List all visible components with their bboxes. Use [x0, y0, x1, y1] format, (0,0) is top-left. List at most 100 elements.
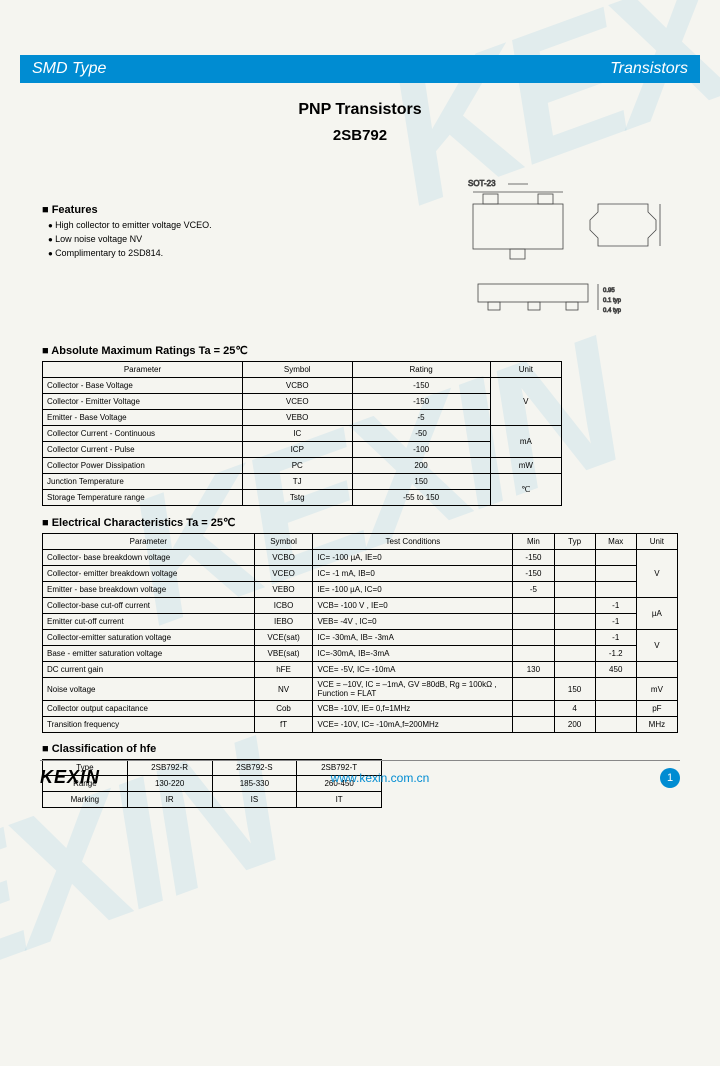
- svg-text:0.4 typ: 0.4 typ: [603, 308, 622, 314]
- table-cell: VCBO: [254, 550, 313, 566]
- table-cell: 130: [513, 662, 554, 678]
- svg-text:0.95: 0.95: [603, 288, 615, 294]
- table-row: DC current gainhFEVCE= -5V, IC= -10mA130…: [43, 662, 678, 678]
- feature-item: High collector to emitter voltage VCEO.: [48, 220, 448, 230]
- table-cell: Collector- base breakdown voltage: [43, 550, 255, 566]
- table-cell: [554, 630, 595, 646]
- table-cell: -100: [352, 442, 490, 458]
- table-cell: [595, 717, 636, 733]
- table-row: Collector Power DissipationPC200mW: [43, 458, 562, 474]
- part-number: 2SB792: [20, 127, 700, 144]
- table-cell: ICP: [243, 442, 353, 458]
- table-cell: Emitter cut-off current: [43, 614, 255, 630]
- table-cell: [554, 646, 595, 662]
- table-cell: IC=-30mA, IB=-3mA: [313, 646, 513, 662]
- table-cell: NV: [254, 678, 313, 701]
- table-cell: Collector Power Dissipation: [43, 458, 243, 474]
- col-header: Unit: [490, 362, 561, 378]
- table-cell: -50: [352, 426, 490, 442]
- table-cell: IC= -30mA, IB= -3mA: [313, 630, 513, 646]
- table-cell: Collector output capacitance: [43, 701, 255, 717]
- table-cell: VCE(sat): [254, 630, 313, 646]
- table-cell: IEBO: [254, 614, 313, 630]
- table-cell: Collector-base cut-off current: [43, 598, 255, 614]
- table-cell: 150: [352, 474, 490, 490]
- table-cell: VBE(sat): [254, 646, 313, 662]
- table-cell: -1: [595, 614, 636, 630]
- table-cell: IT: [297, 792, 382, 808]
- table-cell: [554, 582, 595, 598]
- table-cell: Junction Temperature: [43, 474, 243, 490]
- abs-ratings-heading: Absolute Maximum Ratings Ta = 25℃: [42, 344, 678, 357]
- table-row: Collector-emitter saturation voltageVCE(…: [43, 630, 678, 646]
- table-row: Collector Current - PulseICP-100: [43, 442, 562, 458]
- col-header: Symbol: [243, 362, 353, 378]
- table-cell: [595, 701, 636, 717]
- table-row: Storage Temperature rangeTstg-55 to 150: [43, 490, 562, 506]
- table-cell: pF: [636, 701, 677, 717]
- table-cell: VCE= -5V, IC= -10mA: [313, 662, 513, 678]
- table-cell: -1.2: [595, 646, 636, 662]
- table-row: Transition frequencyfTVCE= -10V, IC= -10…: [43, 717, 678, 733]
- col-header: Max: [595, 534, 636, 550]
- table-cell: V: [490, 378, 561, 426]
- table-cell: Cob: [254, 701, 313, 717]
- table-cell: Collector Current - Pulse: [43, 442, 243, 458]
- table-cell: VCE= -10V, IC= -10mA,f=200MHz: [313, 717, 513, 733]
- table-cell: VCBO: [243, 378, 353, 394]
- table-row: Junction TemperatureTJ150℃: [43, 474, 562, 490]
- table-cell: -150: [352, 378, 490, 394]
- table-cell: Marking: [43, 792, 128, 808]
- table-cell: 150: [554, 678, 595, 701]
- table-cell: IR: [127, 792, 212, 808]
- table-cell: Emitter - base breakdown voltage: [43, 582, 255, 598]
- elec-chars-table: Parameter Symbol Test Conditions Min Typ…: [42, 533, 678, 733]
- page-number: 1: [660, 768, 680, 788]
- table-cell: VCB= -10V, IE= 0,f=1MHz: [313, 701, 513, 717]
- abs-ratings-table: Parameter Symbol Rating Unit Collector -…: [42, 361, 562, 506]
- table-row: Collector-base cut-off currentICBOVCB= -…: [43, 598, 678, 614]
- table-cell: Collector - Base Voltage: [43, 378, 243, 394]
- table-cell: 450: [595, 662, 636, 678]
- table-row: Collector output capacitanceCobVCB= -10V…: [43, 701, 678, 717]
- table-cell: Tstg: [243, 490, 353, 506]
- table-cell: Storage Temperature range: [43, 490, 243, 506]
- table-cell: VCB= -100 V , IE=0: [313, 598, 513, 614]
- table-row: Base - emitter saturation voltageVBE(sat…: [43, 646, 678, 662]
- table-cell: mW: [490, 458, 561, 474]
- class-heading: Classification of hfe: [42, 743, 678, 755]
- table-cell: VCEO: [254, 566, 313, 582]
- table-cell: [595, 678, 636, 701]
- table-cell: IC= -1 mA, IB=0: [313, 566, 513, 582]
- col-header: Parameter: [43, 534, 255, 550]
- features-heading: Features: [42, 204, 448, 216]
- table-cell: [595, 550, 636, 566]
- table-cell: [554, 662, 595, 678]
- table-row: Emitter cut-off currentIEBOVEB= -4V , IC…: [43, 614, 678, 630]
- col-header: Symbol: [254, 534, 313, 550]
- col-header: Test Conditions: [313, 534, 513, 550]
- features-section: Features High collector to emitter volta…: [42, 174, 448, 262]
- table-row: Collector- emitter breakdown voltageVCEO…: [43, 566, 678, 582]
- table-cell: VCE = –10V, IC = –1mA, GV =80dB, Rg = 10…: [313, 678, 513, 701]
- table-row: Noise voltageNVVCE = –10V, IC = –1mA, GV…: [43, 678, 678, 701]
- table-cell: Emitter - Base Voltage: [43, 410, 243, 426]
- table-cell: fT: [254, 717, 313, 733]
- table-cell: Collector-emitter saturation voltage: [43, 630, 255, 646]
- table-cell: -55 to 150: [352, 490, 490, 506]
- table-row: Emitter - base breakdown voltageVEBOIE= …: [43, 582, 678, 598]
- table-cell: VCEO: [243, 394, 353, 410]
- table-cell: Collector- emitter breakdown voltage: [43, 566, 255, 582]
- table-cell: [513, 646, 554, 662]
- table-cell: hFE: [254, 662, 313, 678]
- footer-url: www.kexin.com.cn: [331, 771, 430, 785]
- table-cell: DC current gain: [43, 662, 255, 678]
- table-cell: IC: [243, 426, 353, 442]
- table-cell: Base - emitter saturation voltage: [43, 646, 255, 662]
- table-cell: -1: [595, 630, 636, 646]
- table-cell: MHz: [636, 717, 677, 733]
- table-cell: IS: [212, 792, 297, 808]
- feature-item: Low noise voltage NV: [48, 234, 448, 244]
- table-cell: VEB= -4V , IC=0: [313, 614, 513, 630]
- feature-item: Complimentary to 2SD814.: [48, 248, 448, 258]
